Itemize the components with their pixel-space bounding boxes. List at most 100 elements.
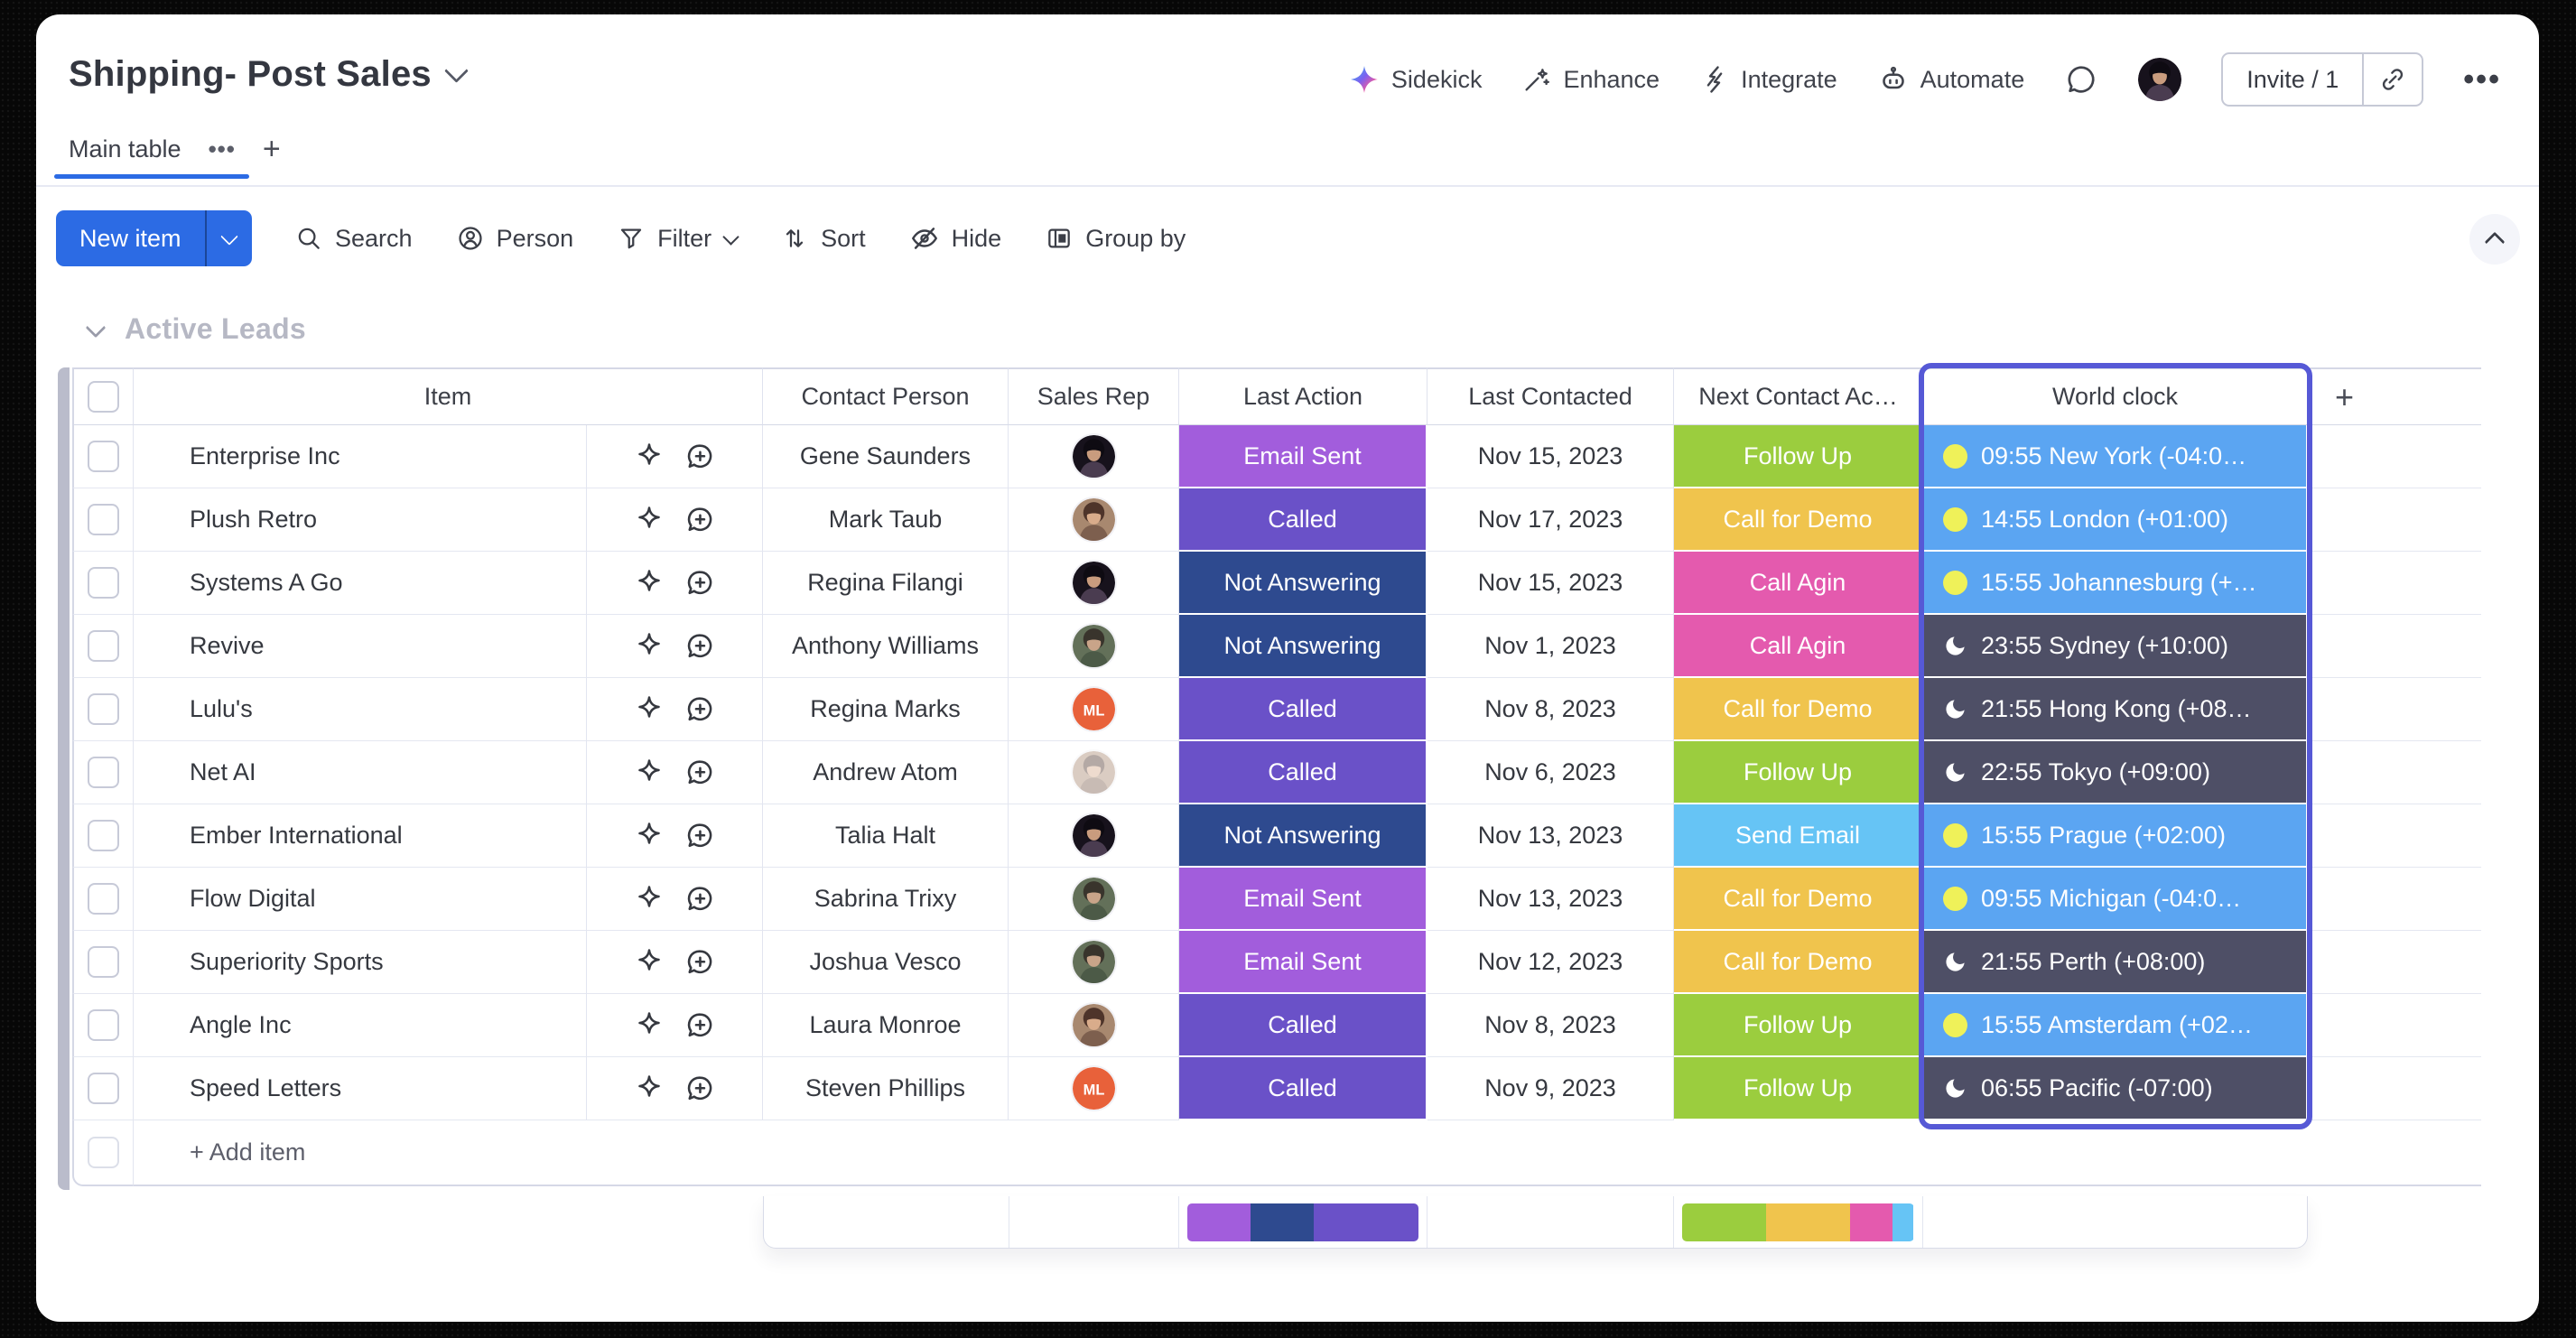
group-collapse-icon[interactable] — [85, 317, 107, 338]
row-checkbox-cell[interactable] — [72, 931, 134, 994]
ai-sparkle-icon[interactable] — [633, 630, 665, 663]
ai-sparkle-icon[interactable] — [633, 946, 665, 979]
sales-rep-avatar[interactable] — [1072, 878, 1115, 920]
enhance-button[interactable]: Enhance — [1521, 64, 1660, 95]
world-clock-cell[interactable]: 06:55 Pacific (-07:00) — [1923, 1057, 2308, 1120]
sales-rep-avatar[interactable] — [1072, 814, 1115, 857]
item-name[interactable]: Speed Letters — [190, 1074, 342, 1101]
sales-rep-cell[interactable] — [1009, 615, 1179, 678]
item-name[interactable]: Ember International — [190, 822, 403, 849]
contact-person-cell[interactable]: Sabrina Trixy — [763, 868, 1009, 931]
row-checkbox-cell[interactable] — [72, 425, 134, 488]
row-checkbox-cell[interactable] — [72, 741, 134, 804]
world-clock-cell[interactable]: 15:55 Prague (+02:00) — [1923, 804, 2308, 868]
contact-person-cell[interactable]: Mark Taub — [763, 488, 1009, 552]
ai-sparkle-icon[interactable] — [633, 1073, 665, 1105]
last-action-status-cell[interactable]: Called — [1179, 994, 1427, 1057]
row-checkbox-cell[interactable] — [72, 1057, 134, 1120]
next-contact-status-cell[interactable]: Call Agin — [1674, 552, 1923, 615]
world-clock-cell[interactable]: 15:55 Johannesburg (+… — [1923, 552, 2308, 615]
add-update-icon[interactable] — [684, 883, 716, 915]
item-cell[interactable]: Enterprise Inc — [134, 425, 587, 488]
toolbar-sort-button[interactable]: Sort — [780, 224, 866, 253]
sales-rep-avatar[interactable] — [1072, 435, 1115, 478]
group-title[interactable]: Active Leads — [125, 312, 307, 345]
item-name[interactable]: Net AI — [190, 758, 256, 785]
item-cell[interactable]: Lulu's — [134, 678, 587, 741]
item-name[interactable]: Revive — [190, 632, 265, 659]
next-contact-status-cell[interactable]: Follow Up — [1674, 741, 1923, 804]
sales-rep-avatar[interactable]: ML — [1072, 1067, 1115, 1110]
ai-sparkle-icon[interactable] — [633, 1009, 665, 1042]
contact-person-cell[interactable]: Talia Halt — [763, 804, 1009, 868]
last-contacted-date-cell[interactable]: Nov 13, 2023 — [1427, 804, 1674, 868]
world-clock-cell[interactable]: 14:55 London (+01:00) — [1923, 488, 2308, 552]
sales-rep-avatar[interactable] — [1072, 1004, 1115, 1046]
last-action-status-cell[interactable]: Email Sent — [1179, 868, 1427, 931]
next-contact-status-cell[interactable]: Call for Demo — [1674, 931, 1923, 994]
last-contacted-date-cell[interactable]: Nov 1, 2023 — [1427, 615, 1674, 678]
last-action-status-cell[interactable]: Not Answering — [1179, 552, 1427, 615]
column-header-item[interactable]: Item — [134, 367, 763, 425]
ai-sparkle-icon[interactable] — [633, 693, 665, 726]
last-contacted-date-cell[interactable]: Nov 13, 2023 — [1427, 868, 1674, 931]
last-contacted-date-cell[interactable]: Nov 15, 2023 — [1427, 552, 1674, 615]
sales-rep-cell[interactable] — [1009, 488, 1179, 552]
board-menu-icon[interactable]: ••• — [2463, 62, 2501, 97]
sidekick-button[interactable]: Sidekick — [1348, 63, 1482, 96]
select-all-checkbox[interactable] — [88, 381, 119, 413]
ai-sparkle-icon[interactable] — [633, 883, 665, 915]
sales-rep-cell[interactable] — [1009, 868, 1179, 931]
add-update-icon[interactable] — [684, 946, 716, 979]
last-action-status-cell[interactable]: Called — [1179, 678, 1427, 741]
row-checkbox[interactable] — [88, 441, 119, 472]
toolbar-search-button[interactable]: Search — [294, 224, 413, 253]
toolbar-person-button[interactable]: Person — [456, 224, 573, 253]
user-avatar[interactable] — [2138, 58, 2182, 101]
add-update-icon[interactable] — [684, 757, 716, 789]
last-action-status-cell[interactable]: Called — [1179, 741, 1427, 804]
sales-rep-cell[interactable]: ML — [1009, 678, 1179, 741]
toolbar-hide-button[interactable]: Hide — [909, 223, 1001, 254]
add-update-icon[interactable] — [684, 630, 716, 663]
sales-rep-avatar[interactable] — [1072, 498, 1115, 541]
add-update-icon[interactable] — [684, 567, 716, 599]
sales-rep-avatar[interactable] — [1072, 625, 1115, 667]
integrate-button[interactable]: Integrate — [1699, 64, 1837, 95]
item-cell[interactable]: Ember International — [134, 804, 587, 868]
contact-person-cell[interactable]: Steven Phillips — [763, 1057, 1009, 1120]
world-clock-cell[interactable]: 21:55 Perth (+08:00) — [1923, 931, 2308, 994]
next-contact-status-cell[interactable]: Call for Demo — [1674, 678, 1923, 741]
add-update-icon[interactable] — [684, 693, 716, 726]
row-checkbox[interactable] — [88, 1073, 119, 1104]
next-contact-status-cell[interactable]: Call Agin — [1674, 615, 1923, 678]
next-contact-status-cell[interactable]: Call for Demo — [1674, 868, 1923, 931]
sales-rep-avatar[interactable] — [1072, 751, 1115, 794]
item-cell[interactable]: Angle Inc — [134, 994, 587, 1057]
ai-sparkle-icon[interactable] — [633, 504, 665, 536]
row-checkbox[interactable] — [88, 946, 119, 978]
last-contacted-date-cell[interactable]: Nov 8, 2023 — [1427, 678, 1674, 741]
toolbar-groupby-button[interactable]: Group by — [1045, 224, 1186, 253]
ai-sparkle-icon[interactable] — [633, 757, 665, 789]
last-contacted-date-cell[interactable]: Nov 12, 2023 — [1427, 931, 1674, 994]
column-header-last-contacted[interactable]: Last Contacted — [1427, 367, 1674, 425]
ai-sparkle-icon[interactable] — [633, 567, 665, 599]
ai-sparkle-icon[interactable] — [633, 820, 665, 852]
next-action_bar[interactable] — [1681, 1203, 1914, 1241]
last-action-status-cell[interactable]: Not Answering — [1179, 615, 1427, 678]
add-update-icon[interactable] — [684, 820, 716, 852]
collapse-header-button[interactable] — [2469, 214, 2520, 265]
world-clock-cell[interactable]: 15:55 Amsterdam (+02… — [1923, 994, 2308, 1057]
add-update-icon[interactable] — [684, 504, 716, 536]
item-cell[interactable]: Superiority Sports — [134, 931, 587, 994]
last-contacted-date-cell[interactable]: Nov 9, 2023 — [1427, 1057, 1674, 1120]
automate-button[interactable]: Automate — [1877, 63, 2024, 96]
last-contacted-date-cell[interactable]: Nov 17, 2023 — [1427, 488, 1674, 552]
group-header[interactable]: Active Leads — [85, 312, 307, 346]
contact-person-cell[interactable]: Anthony Williams — [763, 615, 1009, 678]
item-name[interactable]: Plush Retro — [190, 506, 318, 533]
column-header-next-contact[interactable]: Next Contact Ac… — [1674, 367, 1923, 425]
row-checkbox[interactable] — [88, 1009, 119, 1041]
item-cell[interactable]: Revive — [134, 615, 587, 678]
